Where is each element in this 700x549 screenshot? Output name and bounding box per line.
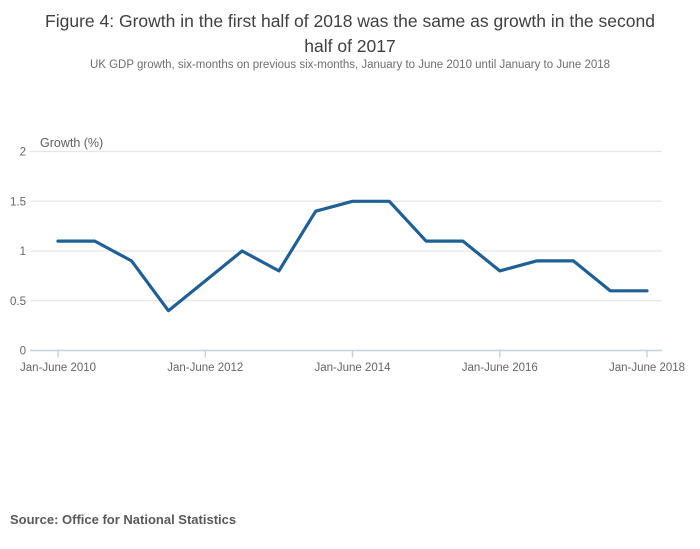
- source-caption: Source: Office for National Statistics: [10, 512, 237, 527]
- x-axis-tick-label: Jan-June 2014: [314, 362, 391, 374]
- y-axis-tick-label: 0: [20, 346, 26, 358]
- axis-group: [30, 349, 662, 358]
- y-axis-title: Growth (%): [40, 136, 103, 150]
- y-axis-tick-label: 2: [20, 147, 26, 159]
- gridlines-group: [30, 150, 662, 302]
- figure-title: Figure 4: Growth in the first half of 20…: [45, 11, 655, 56]
- y-axis-tick-label: 1: [20, 246, 26, 258]
- y-axis-tick-label: 1.5: [10, 196, 26, 208]
- x-axis-tick-label: Jan-June 2012: [167, 362, 243, 374]
- y-axis-tick-label: 0.5: [10, 296, 26, 308]
- gdp-growth-line: [56, 199, 649, 313]
- x-axis-tick-label: Jan-June 2016: [462, 362, 538, 374]
- series-group: [56, 199, 649, 313]
- tick-labels-group: 0 0.5 1 1.5 2 Jan-June 2010 Jan-June 2012 Jan-J…: [10, 136, 685, 374]
- figure-subtitle: UK GDP growth, six-months on previous si…: [89, 59, 611, 71]
- x-axis-tick-label: Jan-June 2010: [20, 362, 96, 374]
- x-axis-tick-label: Jan-June 2018: [609, 362, 685, 374]
